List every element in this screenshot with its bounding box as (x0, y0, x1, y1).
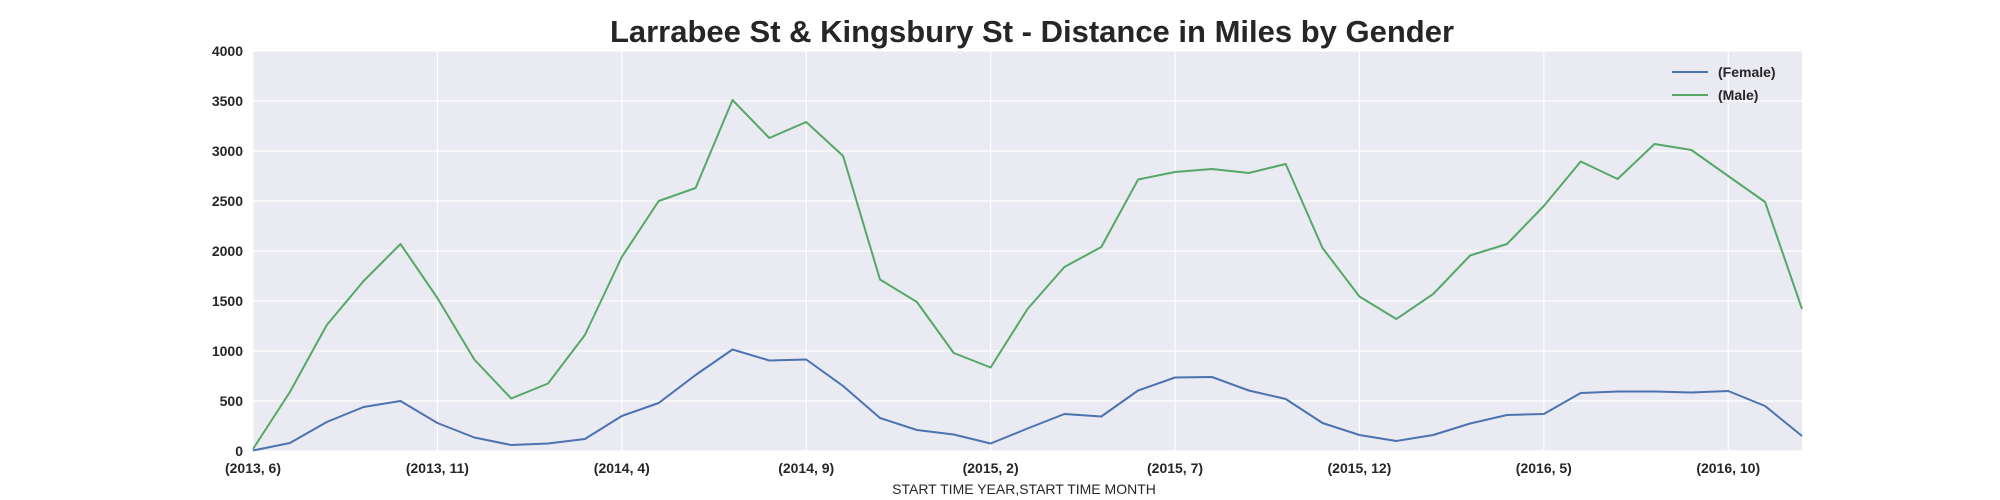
legend-label: (Male) (1718, 87, 1758, 103)
y-axis-ticks: 0 500 1000 1500 2000 2500 3000 3500 4000 (212, 43, 243, 459)
series-line-male (252, 99, 1803, 450)
x-axis-label: START TIME YEAR,START TIME MONTH (892, 481, 1156, 497)
x-tick-label: (2016, 10) (1696, 460, 1760, 476)
y-tick-label: 1000 (212, 343, 243, 359)
series-line-female (252, 348, 1803, 452)
y-tick-label: 1500 (212, 293, 243, 309)
x-tick-label: (2014, 9) (778, 460, 834, 476)
series-lines (252, 99, 1803, 452)
x-tick-label: (2015, 12) (1328, 460, 1392, 476)
x-tick-label: (2015, 2) (963, 460, 1019, 476)
y-tick-label: 2000 (212, 243, 243, 259)
y-tick-label: 0 (235, 443, 243, 459)
y-tick-label: 2500 (212, 193, 243, 209)
x-tick-label: (2014, 4) (594, 460, 650, 476)
chart-title: Larrabee St & Kingsbury St - Distance in… (610, 14, 1454, 49)
x-axis-ticks: (2013, 6) (2013, 11) (2014, 4) (2014, 9) (20… (225, 460, 1760, 476)
legend-label: (Female) (1718, 64, 1776, 80)
x-tick-label: (2016, 5) (1516, 460, 1572, 476)
x-tick-label: (2013, 6) (225, 460, 281, 476)
y-tick-label: 500 (220, 393, 244, 409)
legend: (Female) (Male) (1672, 64, 1776, 103)
y-tick-label: 3000 (212, 143, 243, 159)
y-tick-label: 4000 (212, 43, 243, 59)
y-tick-label: 3500 (212, 93, 243, 109)
grid (252, 50, 1802, 452)
x-tick-label: (2015, 7) (1147, 460, 1203, 476)
x-tick-label: (2013, 11) (406, 460, 469, 476)
